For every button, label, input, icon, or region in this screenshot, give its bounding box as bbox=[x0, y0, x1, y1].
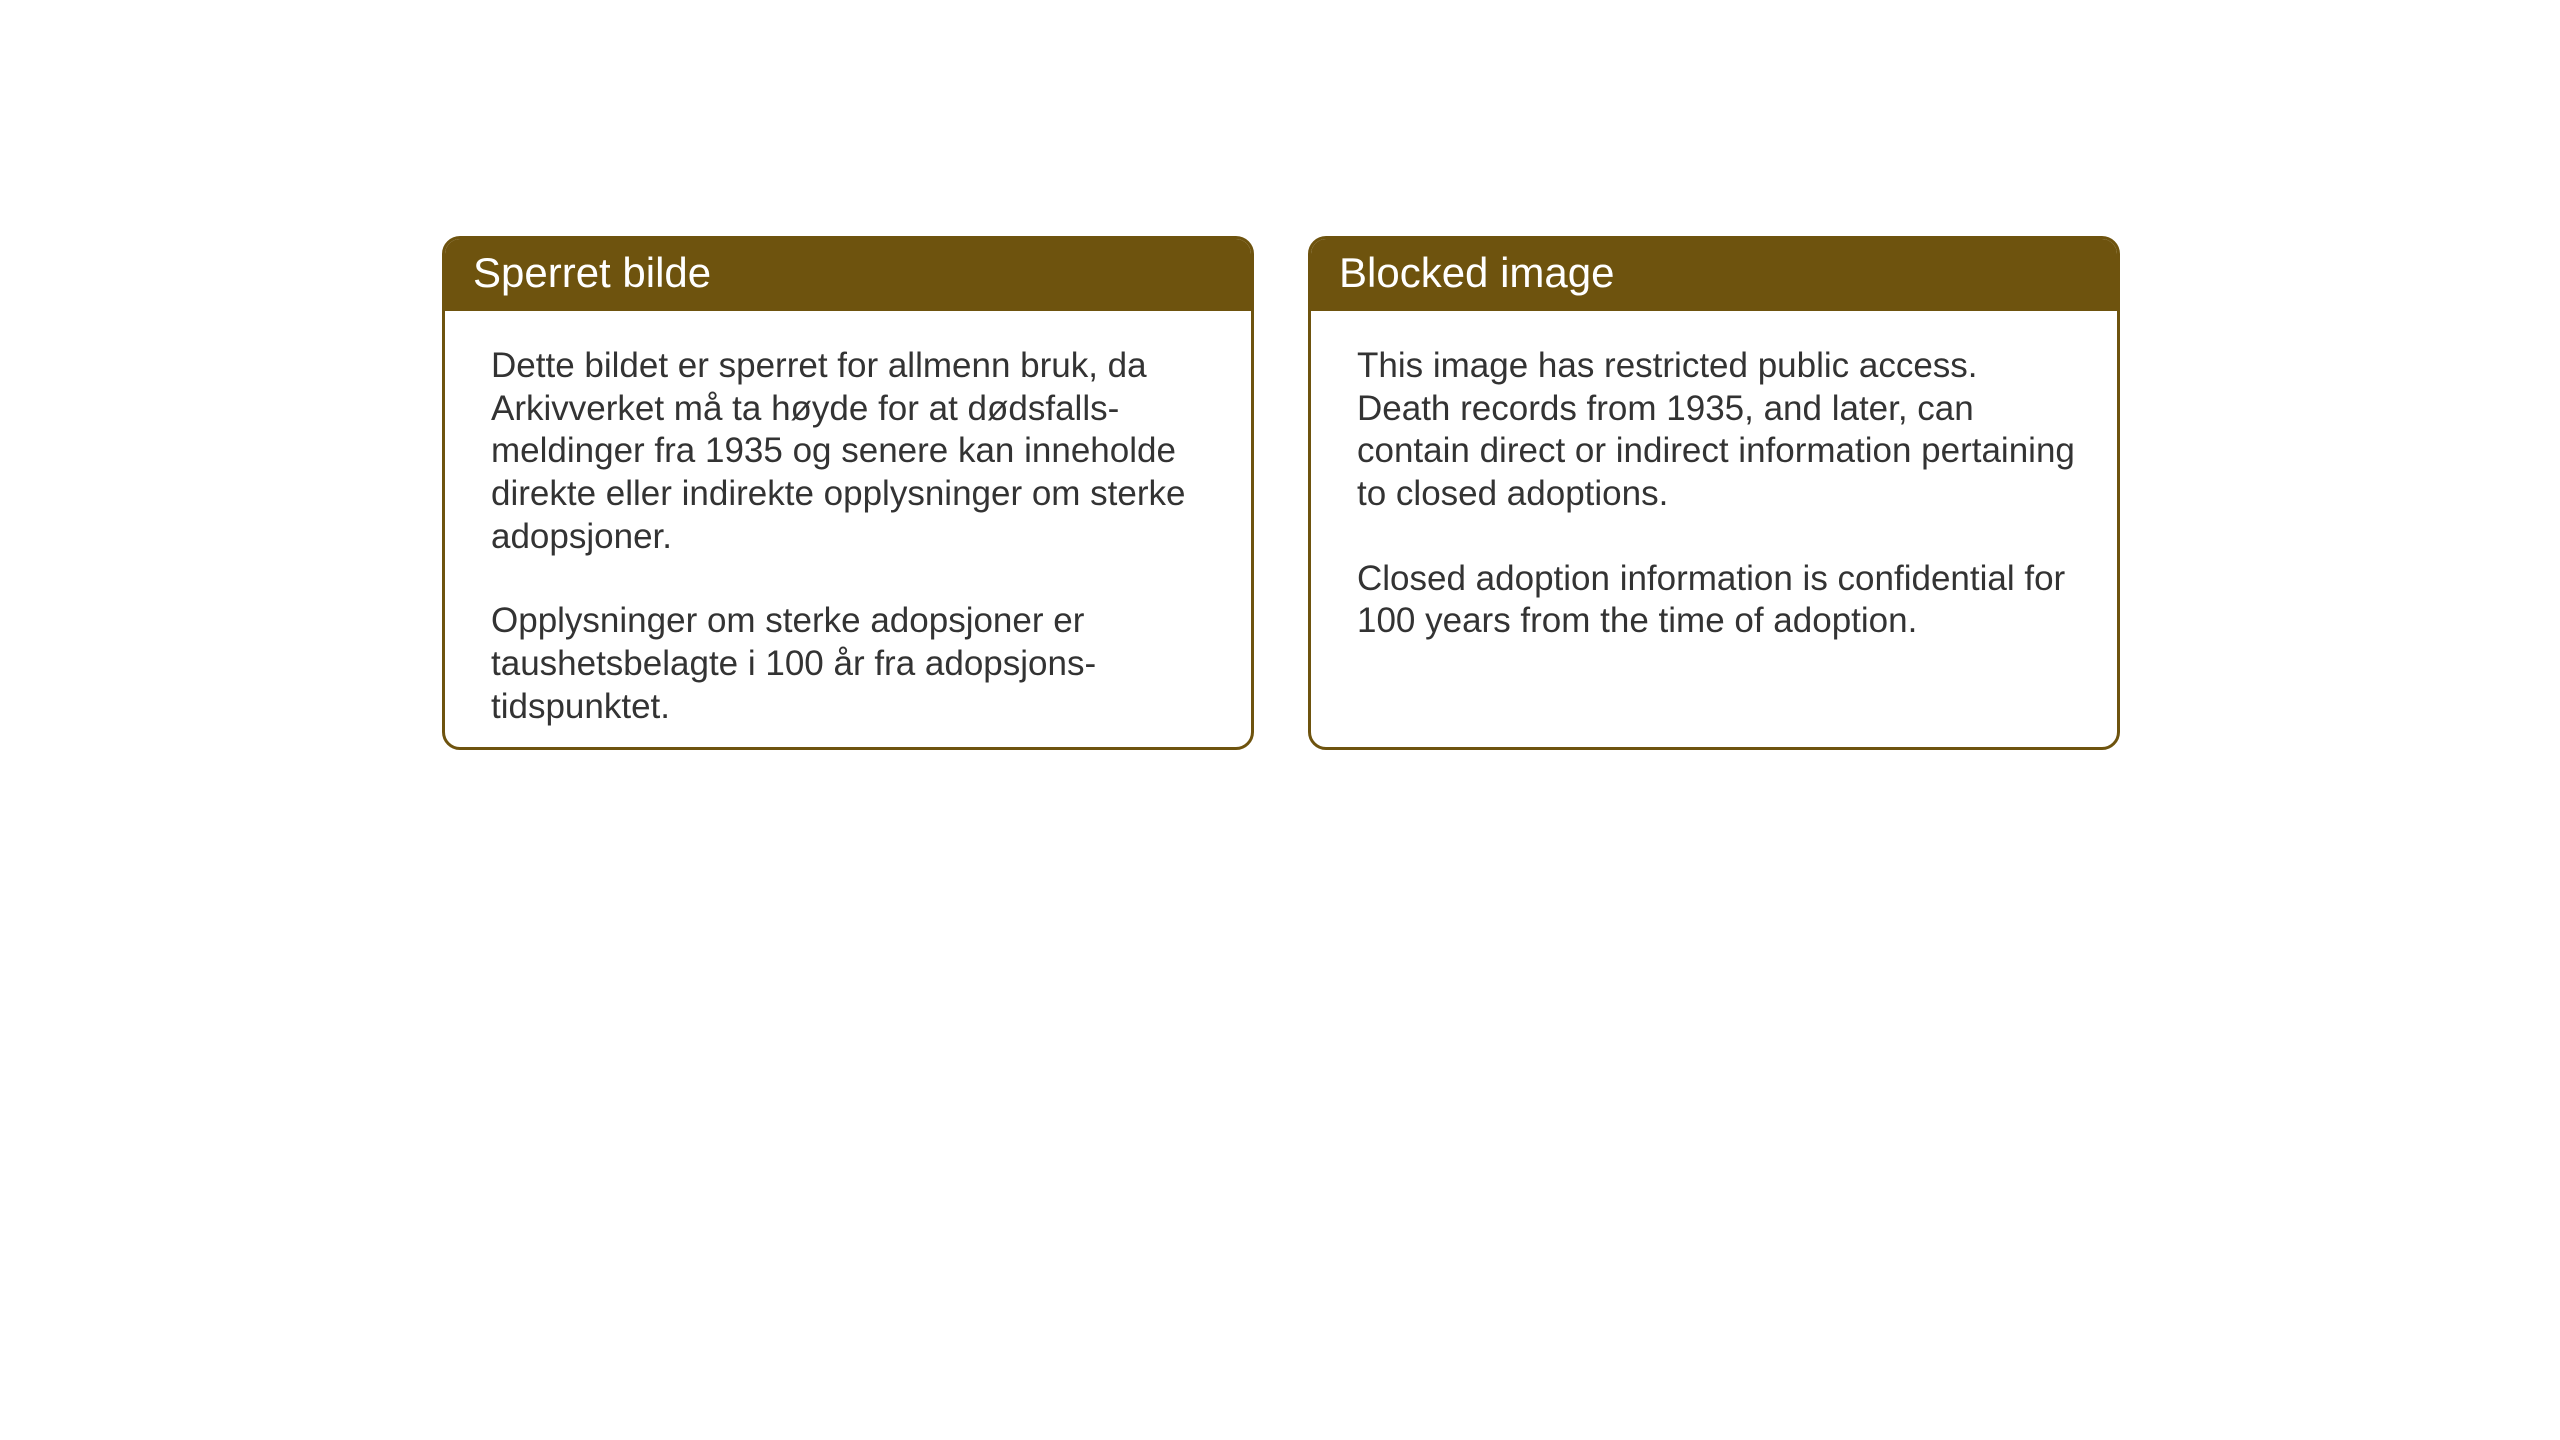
notice-para-2-en: Closed adoption information is confident… bbox=[1357, 558, 2077, 643]
notice-container: Sperret bilde Dette bildet er sperret fo… bbox=[0, 0, 2560, 750]
notice-card-norwegian: Sperret bilde Dette bildet er sperret fo… bbox=[442, 236, 1254, 750]
notice-card-english: Blocked image This image has restricted … bbox=[1308, 236, 2120, 750]
notice-body-norwegian: Dette bildet er sperret for allmenn bruk… bbox=[445, 311, 1251, 750]
notice-para-1-no: Dette bildet er sperret for allmenn bruk… bbox=[491, 345, 1211, 558]
notice-para-1-en: This image has restricted public access.… bbox=[1357, 345, 2077, 516]
notice-para-2-no: Opplysninger om sterke adopsjoner er tau… bbox=[491, 600, 1211, 728]
notice-header-english: Blocked image bbox=[1311, 239, 2117, 311]
notice-header-norwegian: Sperret bilde bbox=[445, 239, 1251, 311]
notice-body-english: This image has restricted public access.… bbox=[1311, 311, 2117, 677]
